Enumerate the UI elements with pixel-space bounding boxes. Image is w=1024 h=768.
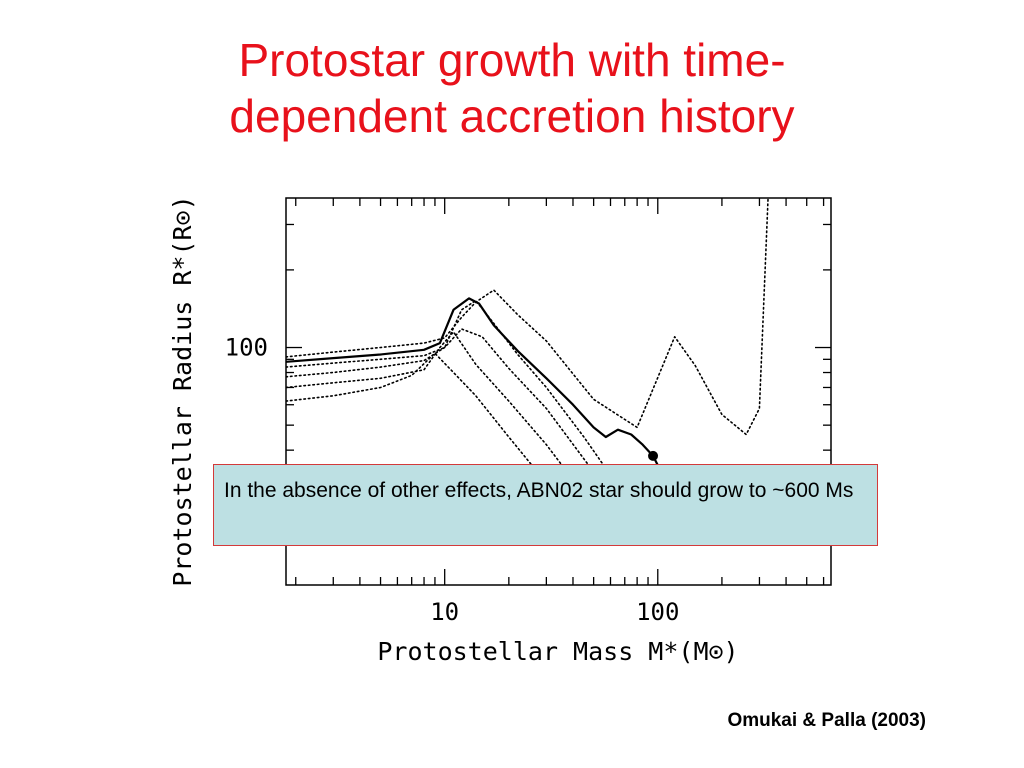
slide-title: Protostar growth with time- dependent ac… (40, 32, 984, 144)
axis-ticks (286, 198, 831, 585)
slide-title-line-2: dependent accretion history (229, 90, 795, 142)
x-axis-label: Protostellar Mass M*(M⊙) (377, 637, 738, 666)
y-axis-label: Protostellar Radius R*(R⊙) (168, 195, 197, 586)
tick-labels: 10 100 100 (225, 334, 680, 626)
highlight-point (648, 450, 659, 461)
citation: Omukai & Palla (2003) (727, 710, 926, 731)
dotted-track-line (286, 198, 769, 436)
x-tick-label: 10 (430, 598, 459, 626)
plot-frame (285, 197, 832, 586)
dotted-track-line (286, 299, 633, 504)
x-tick-label: 100 (636, 598, 679, 626)
y-tick-label: 100 (225, 334, 268, 362)
solid-track-line (286, 297, 680, 519)
callout-note: In the absence of other effects, ABN02 s… (213, 464, 878, 546)
slide-title-line-1: Protostar growth with time- (238, 34, 786, 86)
dotted-track-line (286, 352, 574, 518)
dotted-track-line (286, 331, 585, 496)
series-layer (286, 198, 831, 519)
dotted-track-line (286, 328, 612, 496)
